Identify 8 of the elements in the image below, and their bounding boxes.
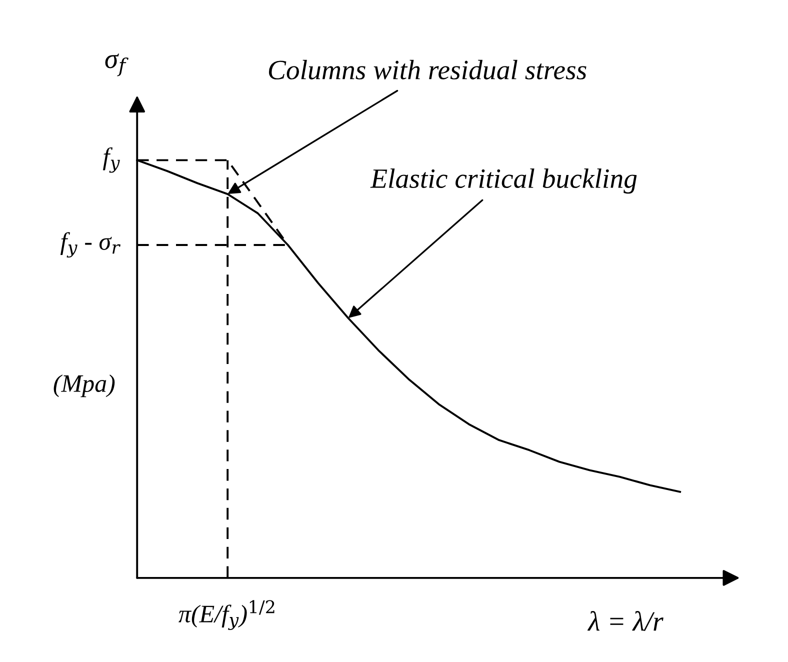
text: (Mpa) [54,374,115,398]
text: f$_{y}$ [102,147,120,173]
text: Columns with residual stress [268,60,586,80]
annotation: Elastic critical buckling [370,168,637,194]
x-axis-title: λ = λ/r [587,611,664,631]
y-axis-title: σ$_{f}$ [105,54,128,76]
text: f$_{y}$ - σ$_{r}$ [60,232,121,258]
text: π(E/f$_{y}$)$^{1/2}$ [178,600,274,630]
